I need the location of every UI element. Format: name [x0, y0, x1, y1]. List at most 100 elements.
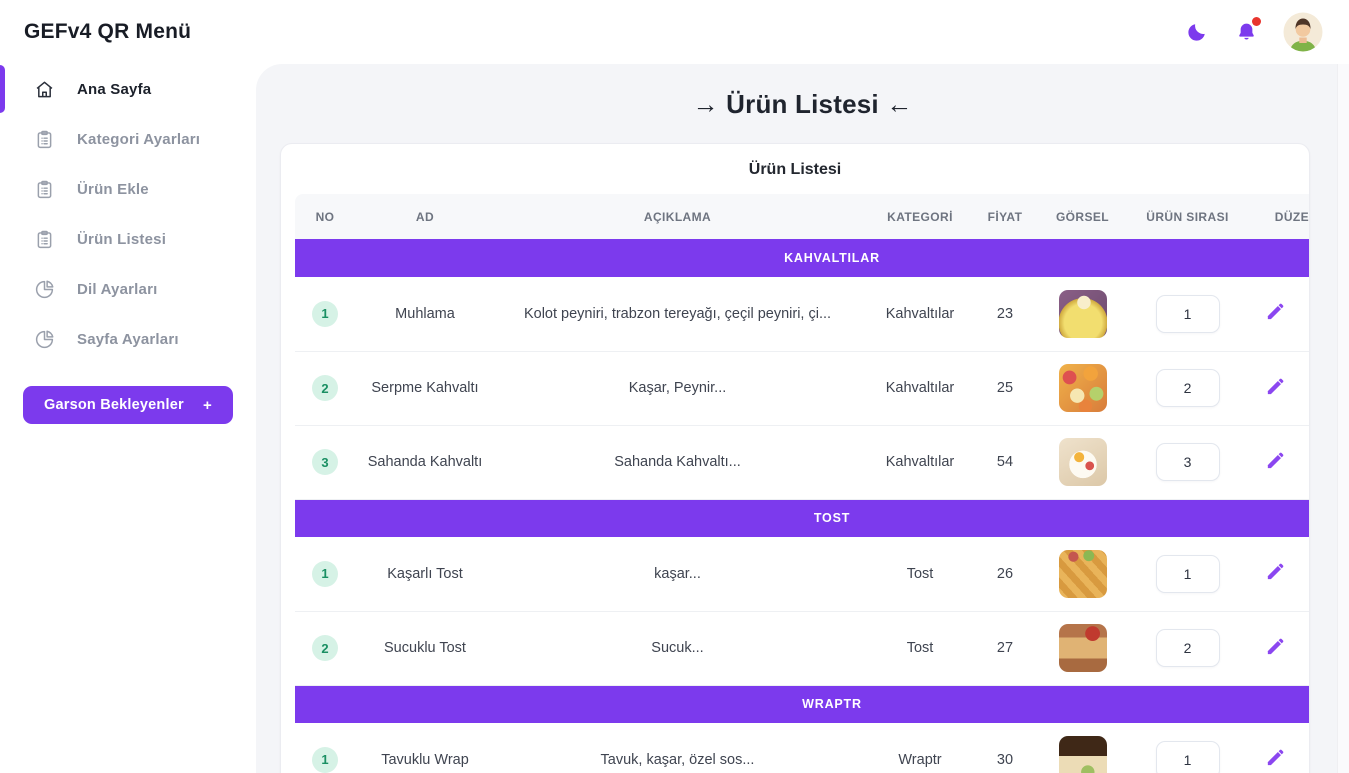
clipboard-icon [37, 130, 52, 148]
product-order-input[interactable] [1155, 294, 1220, 333]
sidebar-item-label: Ana Sayfa [77, 80, 152, 98]
page-scrollbar[interactable] [1337, 64, 1349, 773]
table-row: 1 Muhlama Kolot peyniri, trabzon tereyağ… [295, 277, 1309, 352]
sidebar-item-urun-listesi[interactable]: Ürün Listesi [0, 214, 256, 264]
column-header-kategori: KATEGORİ [860, 194, 980, 239]
sidebar-item-label: Kategori Ayarları [77, 130, 201, 148]
sucuklu-tost-image [1058, 624, 1107, 672]
row-number-badge: 2 [312, 635, 338, 661]
table-row: 2 Sucuklu Tost Sucuk... Tost 27 [295, 611, 1309, 686]
sidebar: Ana Sayfa Kategori Ayarları Ürün Ekle Ür… [0, 64, 256, 773]
column-header-urun-sirasi: ÜRÜN SIRASI [1135, 194, 1240, 239]
edit-button[interactable] [1262, 375, 1288, 401]
wrap-image [1058, 735, 1107, 773]
product-name: Sahanda Kahvaltı [355, 425, 495, 500]
avatar-image [1283, 12, 1323, 52]
sidebar-item-label: Dil Ayarları [77, 280, 158, 298]
product-category: Tost [860, 537, 980, 612]
category-band-label: WRAPTR [295, 685, 1309, 723]
product-description: Kolot peyniri, trabzon tereyağı, çeçil p… [495, 277, 860, 352]
product-price: 23 [980, 277, 1030, 352]
notifications-button[interactable] [1233, 17, 1261, 45]
sidebar-item-sayfa-ayarlari[interactable]: Sayfa Ayarları [0, 314, 256, 364]
bell-icon [1238, 23, 1254, 40]
row-number-badge: 2 [312, 375, 338, 401]
sidebar-item-ana-sayfa[interactable]: Ana Sayfa [0, 64, 256, 114]
serpme-kahvalti-image [1058, 364, 1107, 412]
product-price: 27 [980, 611, 1030, 686]
column-header-fiyat: FİYAT [980, 194, 1030, 239]
dark-mode-toggle[interactable] [1183, 19, 1209, 45]
pie-chart-icon [35, 280, 54, 298]
product-price: 30 [980, 723, 1030, 773]
product-category: Tost [860, 611, 980, 686]
pencil-icon [1267, 563, 1283, 580]
waiter-button-label: Garson Bekleyenler [44, 397, 184, 413]
sidebar-item-kategori-ayarlari[interactable]: Kategori Ayarları [0, 114, 256, 164]
home-icon [36, 81, 53, 97]
topbar-actions [1183, 12, 1323, 52]
sahanda-kahvalti-image [1058, 438, 1107, 486]
product-list-card: Ürün Listesi NO AD AÇIKLAMA KATEGORİ FİY… [280, 143, 1310, 773]
product-order-input[interactable] [1155, 369, 1220, 407]
product-category: Kahvaltılar [860, 425, 980, 500]
product-price: 26 [980, 537, 1030, 612]
product-name: Serpme Kahvaltı [355, 351, 495, 426]
main-content: → Ürün Listesi ← Ürün Listesi NO AD AÇIK… [256, 64, 1349, 773]
product-order-input[interactable] [1155, 443, 1220, 481]
column-header-duzenle: DÜZENLE [1240, 194, 1309, 239]
product-description: Tavuk, kaşar, özel sos... [495, 723, 860, 773]
clipboard-icon [37, 230, 52, 248]
product-category: Wraptr [860, 723, 980, 773]
category-band: TOST [295, 499, 1309, 537]
product-category: Kahvaltılar [860, 351, 980, 426]
column-header-aciklama: AÇIKLAMA [495, 194, 860, 239]
moon-icon [1187, 23, 1205, 41]
product-price: 25 [980, 351, 1030, 426]
table-row: 1 Kaşarlı Tost kaşar... Tost 26 [295, 537, 1309, 612]
sidebar-item-label: Sayfa Ayarları [77, 330, 179, 348]
row-number-badge: 1 [312, 560, 338, 587]
user-avatar[interactable] [1283, 12, 1323, 52]
edit-button[interactable] [1262, 635, 1288, 661]
pencil-icon [1267, 749, 1283, 766]
row-number-badge: 1 [312, 746, 338, 773]
product-order-input[interactable] [1155, 740, 1220, 773]
category-band-label: TOST [295, 499, 1309, 537]
table-row: 3 Sahanda Kahvaltı Sahanda Kahvaltı... K… [295, 425, 1309, 500]
sidebar-item-urun-ekle[interactable]: Ürün Ekle [0, 164, 256, 214]
edit-button[interactable] [1262, 449, 1288, 475]
product-order-input[interactable] [1155, 554, 1220, 593]
table-container: NO AD AÇIKLAMA KATEGORİ FİYAT GÖRSEL ÜRÜ… [295, 194, 1309, 773]
pencil-icon [1267, 638, 1283, 654]
column-header-ad: AD [355, 194, 495, 239]
product-category: Kahvaltılar [860, 277, 980, 352]
table-row: 1 Tavuklu Wrap Tavuk, kaşar, özel sos...… [295, 723, 1309, 773]
waiter-waiting-button[interactable]: Garson Bekleyenler + [23, 386, 233, 424]
product-order-input[interactable] [1155, 629, 1220, 667]
pencil-icon [1267, 378, 1283, 394]
card-title: Ürün Listesi [748, 161, 842, 178]
row-number-badge: 1 [312, 300, 338, 327]
muhlama-image [1058, 289, 1107, 338]
product-price: 54 [980, 425, 1030, 500]
product-name: Sucuklu Tost [355, 611, 495, 686]
edit-button[interactable] [1262, 560, 1288, 586]
pie-chart-icon [35, 330, 54, 348]
product-name: Kaşarlı Tost [355, 537, 495, 612]
product-table: NO AD AÇIKLAMA KATEGORİ FİYAT GÖRSEL ÜRÜ… [295, 194, 1309, 773]
sidebar-item-label: Ürün Listesi [77, 230, 167, 248]
edit-button[interactable] [1262, 300, 1288, 326]
kasarli-tost-image [1058, 549, 1107, 598]
sidebar-item-dil-ayarlari[interactable]: Dil Ayarları [0, 264, 256, 314]
topbar: GEFv4 QR Menü [0, 0, 1349, 64]
table-header-row: NO AD AÇIKLAMA KATEGORİ FİYAT GÖRSEL ÜRÜ… [295, 194, 1309, 239]
product-description: kaşar... [495, 537, 860, 612]
active-indicator [0, 65, 5, 113]
edit-button[interactable] [1262, 746, 1288, 772]
product-description: Sahanda Kahvaltı... [495, 425, 860, 500]
product-description: Kaşar, Peynir... [495, 351, 860, 426]
pencil-icon [1267, 303, 1283, 320]
column-header-gorsel: GÖRSEL [1030, 194, 1135, 239]
product-name: Muhlama [355, 277, 495, 352]
